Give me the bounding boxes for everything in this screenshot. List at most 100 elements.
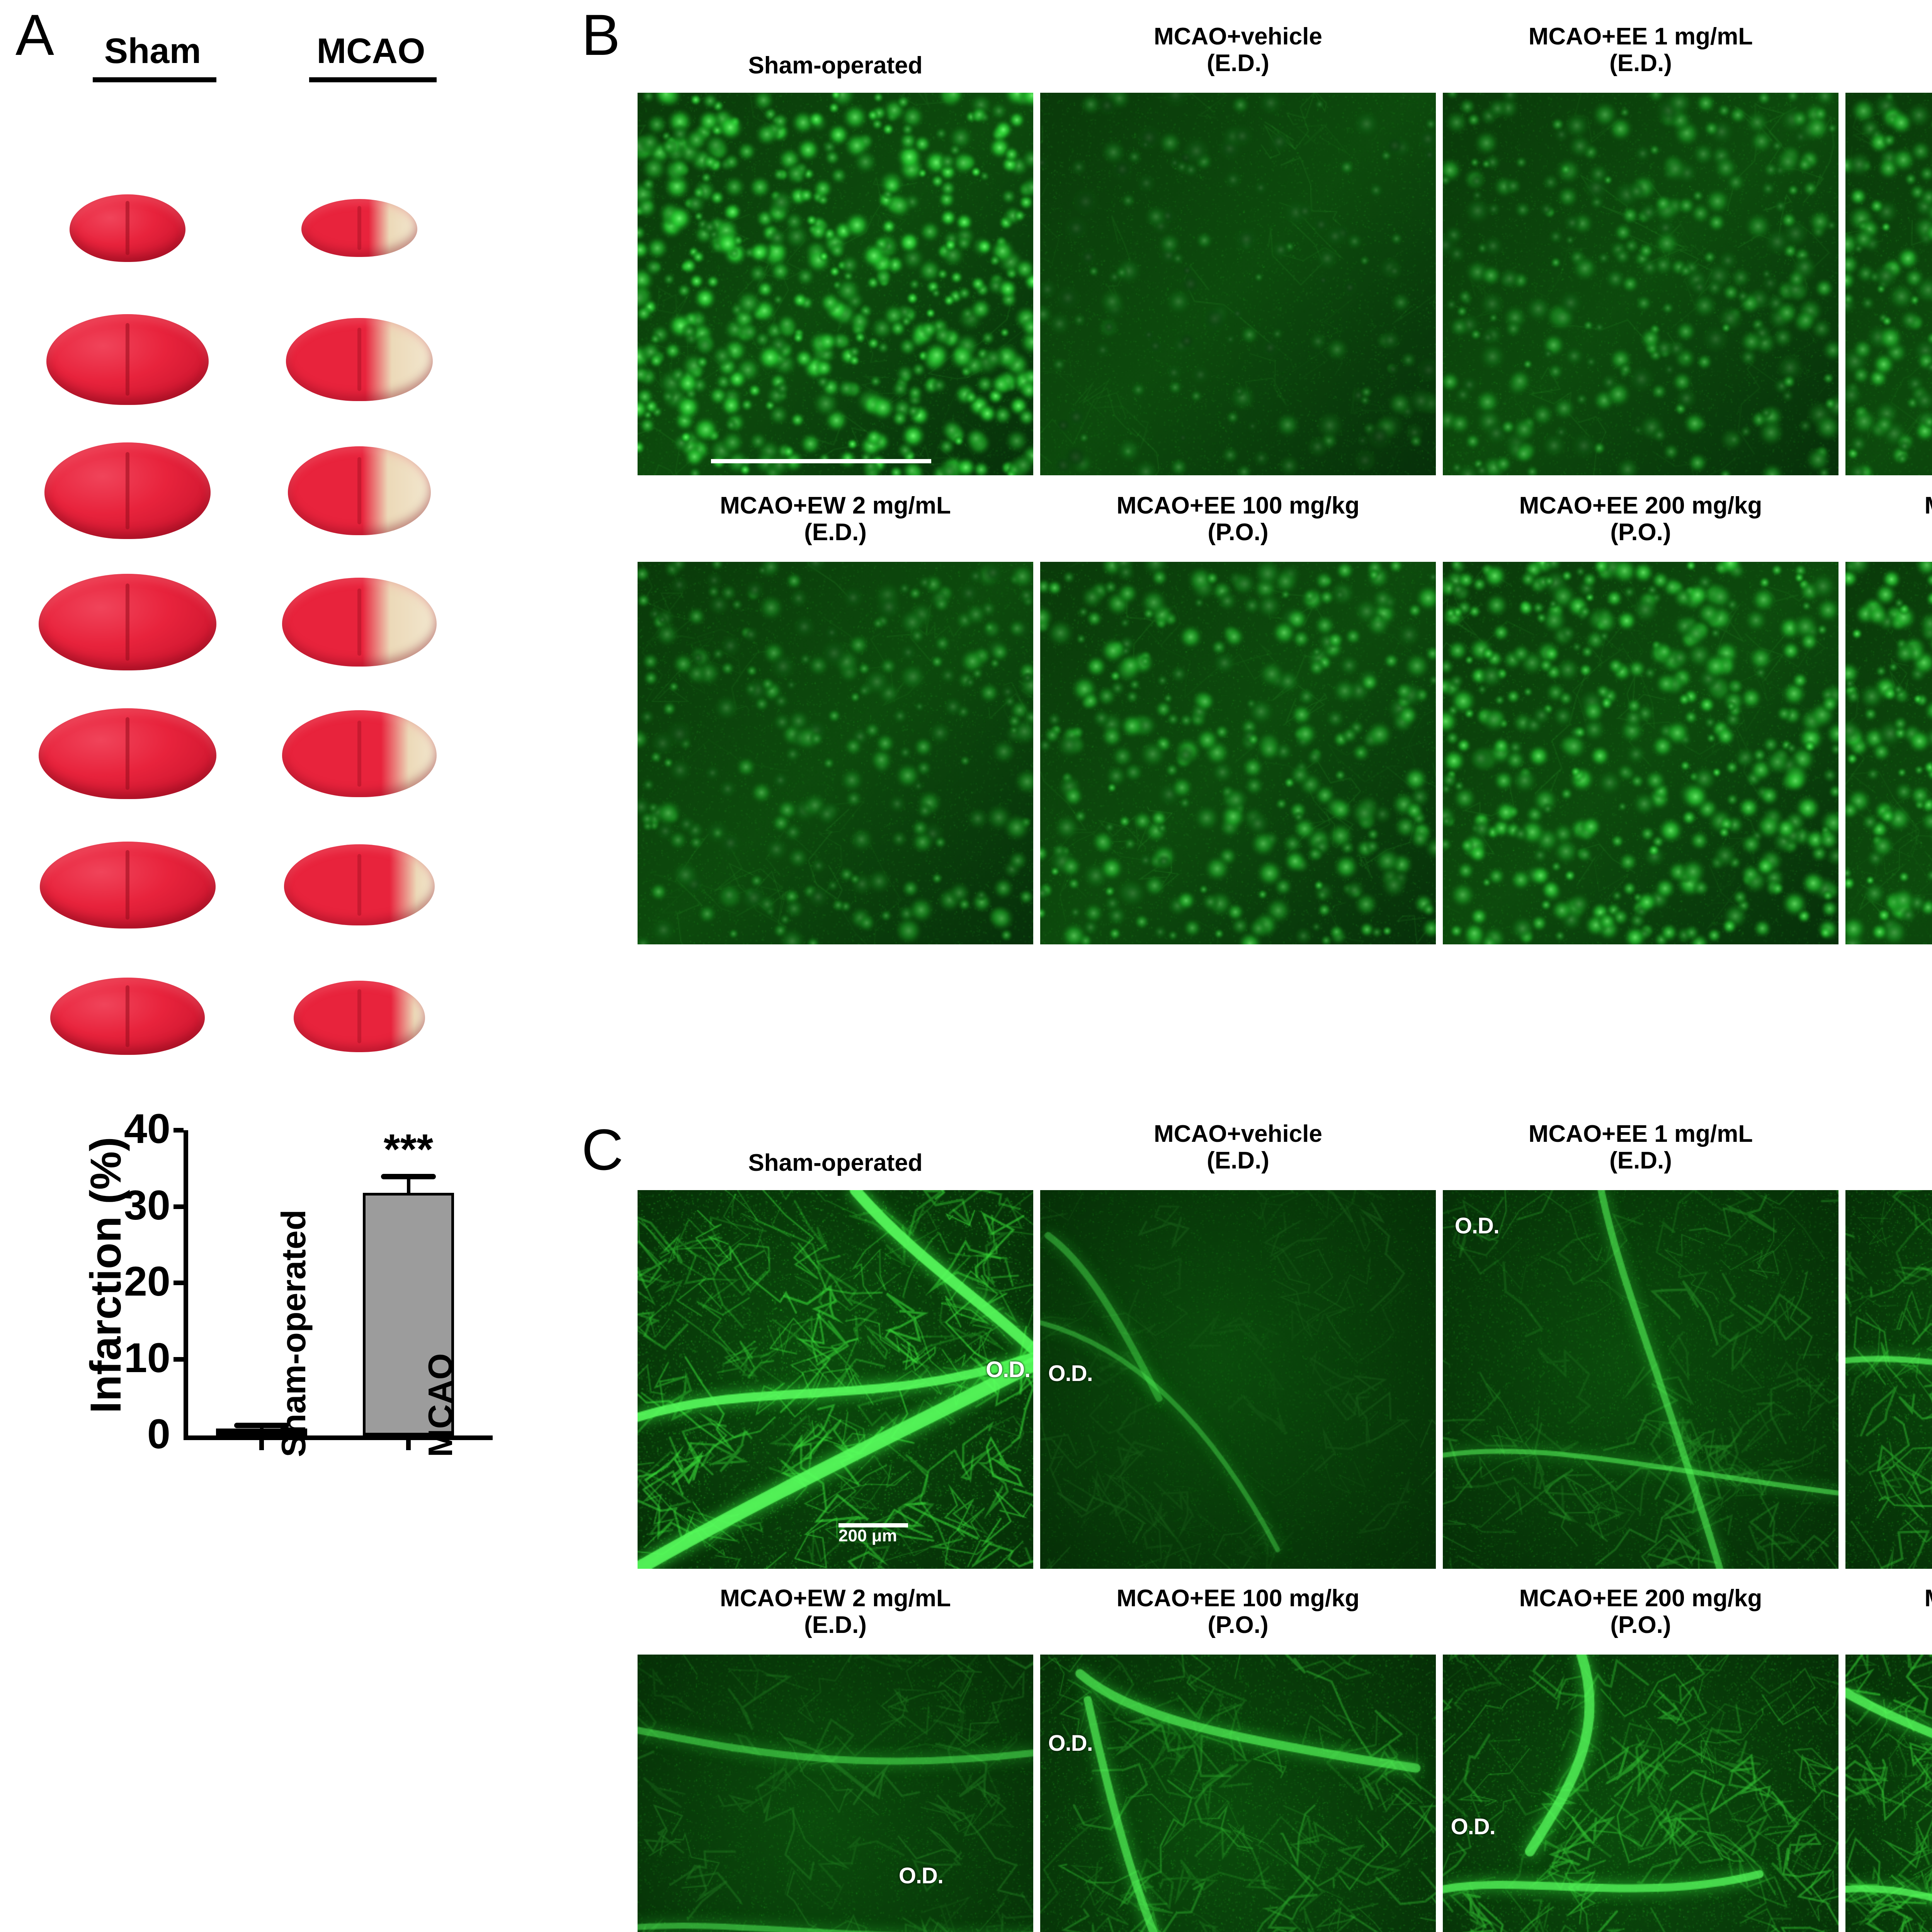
brain-slice-mcao bbox=[301, 199, 417, 257]
retina-tuj1-micrograph bbox=[1040, 1655, 1436, 1932]
panel-a-column-rule-sham bbox=[93, 77, 216, 82]
optic-disc-label: O.D. bbox=[1048, 1731, 1093, 1756]
image-label-line1: MCAO+EE 100 mg/kg bbox=[1116, 1585, 1360, 1612]
panel-a-column-title-mcao: MCAO bbox=[316, 31, 425, 71]
image-label-line1: MCAO+EE 100 mg/kg bbox=[1116, 492, 1360, 519]
brain-slice-mcao bbox=[282, 710, 437, 797]
image-label-line1: MCAO+vehicle bbox=[1154, 23, 1322, 50]
chart-bar bbox=[216, 1429, 307, 1435]
panel-b-image-label: MCAO+vehicle (E.D.) bbox=[1040, 23, 1436, 77]
image-label-line1: MCAO+vehicle bbox=[1154, 1121, 1322, 1147]
brain-slice-midline bbox=[357, 588, 361, 656]
brain-slice-midline bbox=[126, 717, 129, 790]
image-label-line2: (P.O.) bbox=[1845, 1612, 1932, 1638]
rgc-micrograph bbox=[1040, 93, 1436, 475]
scale-bar-label: 200 μm bbox=[838, 1526, 897, 1545]
y-axis-tick-label: 10 bbox=[124, 1334, 170, 1381]
brain-slice-midline bbox=[357, 206, 361, 250]
panel-b-image-label: MCAO+EW 2 mg/mL (E.D.) bbox=[638, 492, 1033, 546]
y-axis bbox=[184, 1130, 188, 1440]
panel-b-image-label: MCAO+EE 1 mg/mL (E.D.) bbox=[1443, 23, 1838, 77]
image-label-line1: MCAO+EE 200 mg/kg bbox=[1519, 492, 1762, 519]
panel-c-image-label: Sham-operated bbox=[638, 1150, 1033, 1176]
image-label-line2: (E.D.) bbox=[804, 519, 867, 546]
brain-slice-midline bbox=[126, 985, 129, 1047]
scale-bar bbox=[838, 1523, 908, 1527]
image-label-line2: (E.D.) bbox=[1609, 1147, 1672, 1174]
panel-b-image-label: MCAO+G.F 20 mg/kg(P.O.) bbox=[1845, 492, 1932, 546]
optic-disc-label: O.D. bbox=[898, 1863, 944, 1888]
panel-c-image-label: MCAO+EE 200 mg/kg (P.O.) bbox=[1443, 1585, 1838, 1639]
optic-disc-label: O.D. bbox=[1048, 1361, 1093, 1386]
brain-slice-midline bbox=[126, 850, 129, 920]
image-label-line1: MCAO+EW 2 mg/mL bbox=[720, 492, 951, 519]
brain-slice-midline bbox=[357, 457, 361, 525]
y-axis-tick bbox=[173, 1128, 184, 1133]
image-label-line1: MCAO+EW 2 mg/mL bbox=[720, 1585, 951, 1612]
brain-slice-midline bbox=[126, 323, 129, 396]
panel-a-letter: A bbox=[15, 2, 54, 67]
image-label-line1: MCAO+G.F 20 mg/kg bbox=[1845, 1585, 1932, 1612]
brain-slice-midline bbox=[126, 583, 129, 661]
chart-bar bbox=[363, 1192, 454, 1435]
panel-c-micrograph-grid: Sham-operated O.D. 200 μm MCAO+vehicle (E.D.… bbox=[638, 1113, 1932, 1932]
image-label-line1: Sham-operated bbox=[748, 1150, 923, 1176]
image-label-line1: MCAO+EE 1 mg/mL bbox=[1528, 23, 1753, 50]
x-axis-category-label: MCAO bbox=[421, 1353, 459, 1457]
brain-slice-mcao bbox=[294, 980, 425, 1052]
image-label-line2: (E.D.) bbox=[1609, 50, 1672, 77]
x-axis-tick bbox=[259, 1440, 264, 1450]
y-axis-tick-label: 0 bbox=[147, 1410, 170, 1458]
x-axis-category-label: Sham-operated bbox=[274, 1209, 313, 1457]
optic-disc-label: O.D. bbox=[986, 1357, 1031, 1383]
panel-c-image-label: MCAO+EE 100 mg/kg (P.O.) bbox=[1040, 1585, 1436, 1639]
significance-marker: *** bbox=[383, 1126, 434, 1173]
image-label-line2: (E.D.) bbox=[804, 1612, 867, 1639]
scale-bar bbox=[711, 459, 931, 463]
panel-b-image-label: MCAO+EE 2 mg/mL(E.D.) bbox=[1845, 23, 1932, 77]
rgc-micrograph bbox=[1443, 562, 1838, 944]
image-label-line2: (P.O.) bbox=[1845, 519, 1932, 546]
rgc-micrograph bbox=[1845, 93, 1932, 475]
brain-slice-midline bbox=[357, 328, 361, 391]
panel-b-image-label: MCAO+EE 100 mg/kg (P.O.) bbox=[1040, 492, 1436, 546]
brain-slice-midline bbox=[126, 201, 129, 255]
brain-slice-midline bbox=[126, 452, 129, 529]
retina-tuj1-micrograph bbox=[1040, 1190, 1436, 1569]
panel-a-infarction-chart: 0 10 20 30 40 Sham-operated *** MCAO Infarction … bbox=[35, 1094, 514, 1712]
image-label-line1: MCAO+EE 200 mg/kg bbox=[1519, 1585, 1762, 1612]
rgc-micrograph bbox=[638, 562, 1033, 944]
image-label-line1: MCAO+G.F 20 mg/kg bbox=[1845, 492, 1932, 519]
image-label-line2: (E.D.) bbox=[1845, 50, 1932, 77]
y-axis-tick bbox=[173, 1357, 184, 1362]
image-label-line2: (E.D.) bbox=[1845, 1147, 1932, 1174]
panel-a-brain-slices bbox=[39, 162, 514, 1082]
image-label-line1: MCAO+EE 1 mg/mL bbox=[1528, 1121, 1753, 1147]
image-label-line2: (P.O.) bbox=[1208, 519, 1269, 546]
panel-c-image-label: MCAO+G.F 20 mg/kg(P.O.) bbox=[1845, 1585, 1932, 1639]
retina-tuj1-micrograph bbox=[638, 1655, 1033, 1932]
brain-slice-mcao bbox=[282, 578, 437, 667]
error-bar-cap bbox=[234, 1423, 289, 1429]
brain-slice-mcao bbox=[286, 318, 433, 401]
panel-b-letter: B bbox=[582, 2, 621, 67]
retina-tuj1-micrograph bbox=[1443, 1655, 1838, 1932]
optic-disc-label: O.D. bbox=[1451, 1814, 1495, 1839]
brain-slice-midline bbox=[357, 720, 361, 787]
image-label-line2: (E.D.) bbox=[1207, 1147, 1269, 1174]
brain-slice-mcao bbox=[284, 844, 435, 925]
panel-c-image-label: MCAO+vehicle (E.D.) bbox=[1040, 1121, 1436, 1174]
image-label-line2: (P.O.) bbox=[1610, 1612, 1671, 1639]
y-axis-tick-label: 20 bbox=[124, 1258, 170, 1305]
brain-slice-mcao bbox=[288, 446, 431, 535]
rgc-micrograph bbox=[1443, 93, 1838, 475]
rgc-micrograph bbox=[638, 93, 1033, 475]
panel-b-image-label: MCAO+EE 200 mg/kg (P.O.) bbox=[1443, 492, 1838, 546]
image-label-line1: Sham-operated bbox=[748, 52, 923, 79]
brain-slice-midline bbox=[357, 854, 361, 916]
image-label-line2: (P.O.) bbox=[1610, 519, 1671, 546]
retina-tuj1-micrograph bbox=[1845, 1190, 1932, 1569]
error-bar-cap bbox=[381, 1174, 436, 1180]
panel-b-image-label: Sham-operated bbox=[638, 52, 1033, 79]
y-axis-tick-label: 40 bbox=[124, 1105, 170, 1152]
